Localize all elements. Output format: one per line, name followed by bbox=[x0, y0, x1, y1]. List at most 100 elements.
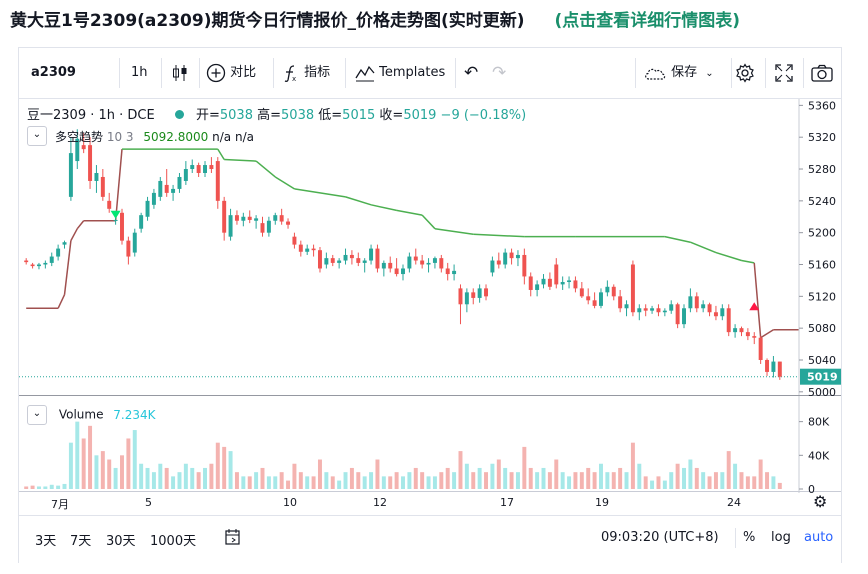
volume-bar bbox=[132, 430, 137, 489]
candle-body bbox=[75, 138, 80, 162]
volume-bar bbox=[203, 467, 207, 489]
legend-open-label: 开= bbox=[195, 108, 220, 123]
collapse-indicator-button[interactable]: ⌄ bbox=[27, 126, 47, 146]
axis-settings-gear-icon[interactable]: ⚙ bbox=[813, 492, 828, 511]
volume-bar bbox=[477, 467, 482, 489]
candle-body bbox=[452, 270, 457, 275]
candle-body bbox=[618, 296, 623, 309]
chart-style-button[interactable] bbox=[171, 58, 189, 88]
trend-line bbox=[26, 148, 868, 339]
candle-body bbox=[356, 258, 361, 263]
candle-body bbox=[177, 176, 182, 189]
date-range-button[interactable] bbox=[225, 528, 241, 550]
fullscreen-button[interactable] bbox=[775, 58, 793, 88]
price-chart[interactable]: 5000 5040 5080 5120 5160 5200 5240 5280 5320 5360… bbox=[19, 99, 868, 496]
undo-button[interactable]: ↶ bbox=[464, 58, 478, 88]
volume-bar bbox=[432, 476, 437, 489]
volume-bar bbox=[222, 446, 227, 489]
snapshot-button[interactable] bbox=[811, 58, 833, 88]
candle-body bbox=[739, 328, 744, 333]
candle-body bbox=[164, 184, 169, 193]
candles-icon bbox=[173, 64, 187, 81]
compare-button[interactable]: 对比 bbox=[206, 58, 256, 88]
volume-bar bbox=[547, 472, 552, 489]
trend-segment bbox=[370, 204, 397, 212]
redo-button[interactable]: ↷ bbox=[492, 58, 506, 88]
volume-bar bbox=[190, 467, 195, 489]
candle-body bbox=[694, 296, 699, 309]
candle-body bbox=[151, 192, 156, 205]
save-button[interactable]: 保存 ⌄ bbox=[643, 58, 714, 88]
volume-bar bbox=[30, 485, 35, 489]
toolbar-divider bbox=[199, 58, 200, 88]
volume-bar bbox=[599, 463, 603, 489]
legend-low-label: 低= bbox=[318, 108, 343, 123]
volume-bar bbox=[171, 476, 176, 489]
volume-bar bbox=[401, 476, 405, 489]
volume-bar bbox=[592, 472, 597, 489]
volume-bar bbox=[484, 472, 489, 489]
volume-series bbox=[24, 421, 782, 489]
indicators-button[interactable]: x 指标 bbox=[282, 58, 330, 88]
range-3d-button[interactable]: 3天 bbox=[35, 534, 57, 549]
candle-body bbox=[605, 286, 610, 293]
chart-area[interactable]: 5000 5040 5080 5120 5160 5200 5240 5280 5320 5360… bbox=[19, 99, 868, 496]
toolbar-divider bbox=[273, 58, 274, 88]
log-toggle[interactable]: log bbox=[771, 530, 791, 545]
volume-bar bbox=[343, 472, 348, 489]
clock-time[interactable]: 09:03:20 (UTC+8) bbox=[601, 530, 719, 545]
range-1000d-button[interactable]: 1000天 bbox=[150, 534, 197, 549]
volume-bar bbox=[426, 476, 431, 489]
candle-body bbox=[401, 268, 405, 275]
chevron-down-icon: ⌄ bbox=[705, 68, 714, 79]
candle-body bbox=[630, 264, 635, 313]
detail-chart-link[interactable]: (点击查看详细行情图表) bbox=[554, 11, 740, 31]
candle-body bbox=[337, 260, 342, 263]
templates-button[interactable]: Templates bbox=[355, 58, 445, 88]
candle-body bbox=[183, 169, 188, 181]
candle-body bbox=[752, 336, 757, 338]
page-headline: 黄大豆1号2309(a2309)期货今日行情报价_价格走势图(实时更新) (点击… bbox=[10, 6, 740, 31]
volume-bar bbox=[752, 476, 757, 489]
volume-bar bbox=[771, 476, 776, 489]
candle-body bbox=[771, 361, 776, 372]
volume-bar bbox=[337, 480, 342, 489]
volume-tick-label: 40K bbox=[808, 449, 830, 462]
auto-toggle[interactable]: auto bbox=[804, 530, 834, 545]
indicator-name[interactable]: 多空趋势 bbox=[55, 130, 104, 144]
collapse-volume-button[interactable]: ⌄ bbox=[27, 405, 47, 425]
volume-bar bbox=[349, 467, 354, 489]
candle-body bbox=[305, 248, 310, 252]
svg-text:x: x bbox=[292, 75, 296, 83]
range-7d-button[interactable]: 7天 bbox=[70, 534, 92, 549]
candle-body bbox=[720, 308, 725, 317]
candle-body bbox=[145, 200, 150, 217]
candle-body bbox=[394, 268, 399, 275]
price-tick-label: 5160 bbox=[808, 259, 836, 272]
price-tick-label: 5120 bbox=[808, 290, 836, 303]
volume-bar bbox=[120, 455, 124, 489]
range-30d-button[interactable]: 30天 bbox=[106, 534, 136, 549]
price-tick-label: 5000 bbox=[808, 386, 836, 399]
candle-body bbox=[675, 304, 680, 325]
candle-body bbox=[599, 292, 603, 306]
candle-body bbox=[228, 215, 233, 237]
trend-segment bbox=[473, 233, 525, 238]
volume-bar bbox=[107, 459, 112, 489]
volume-bar bbox=[554, 459, 559, 489]
candle-body bbox=[445, 268, 450, 275]
trend-segment bbox=[274, 176, 295, 190]
symbol-search-button[interactable]: a2309 bbox=[31, 58, 76, 88]
percent-toggle[interactable]: % bbox=[743, 530, 756, 545]
candle-body bbox=[554, 264, 559, 285]
volume-bar bbox=[209, 463, 214, 489]
settings-button[interactable] bbox=[735, 58, 755, 88]
interval-button[interactable]: 1h bbox=[131, 58, 148, 88]
volume-bar bbox=[317, 459, 322, 489]
candle-body bbox=[209, 165, 214, 170]
candle-body bbox=[432, 258, 437, 263]
candle-body bbox=[273, 215, 278, 221]
legend-open: 5038 bbox=[219, 108, 253, 123]
trend-segment bbox=[396, 209, 423, 216]
volume-bar bbox=[356, 472, 361, 489]
